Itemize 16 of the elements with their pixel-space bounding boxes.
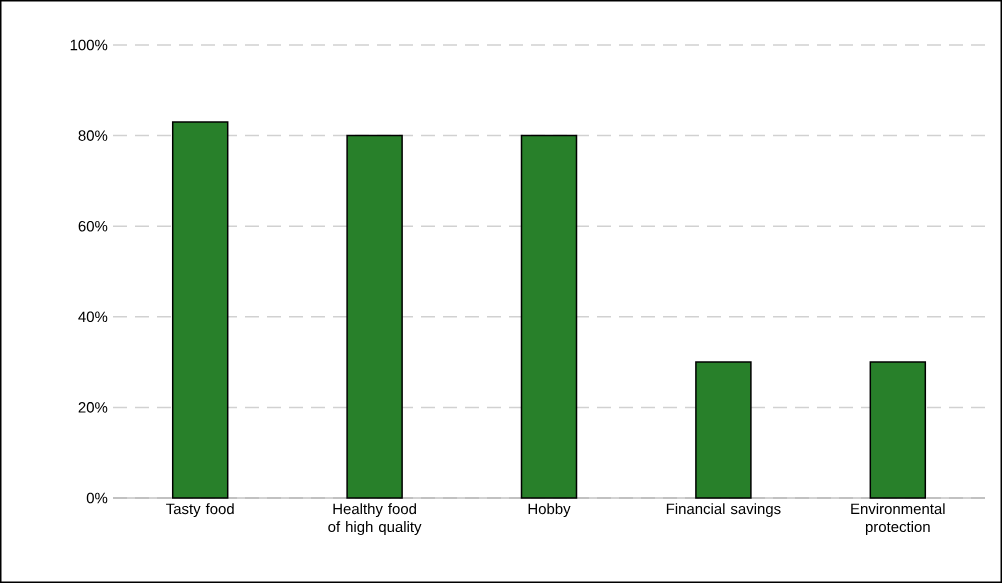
y-tick-label: 0% [86, 492, 108, 504]
bar [171, 121, 229, 499]
x-tick-label: Hobby [528, 503, 571, 518]
y-tick-label: 60% [78, 220, 108, 232]
bar [695, 361, 752, 499]
x-tick-label: Tasty food [166, 503, 234, 518]
bar [346, 134, 403, 499]
x-tick-label: Financial savings [666, 503, 781, 518]
y-tick-label: 40% [78, 311, 108, 323]
x-tick-label: Environmental protection [851, 503, 945, 536]
x-tick-label: Healthy food of high quality [328, 503, 422, 536]
y-tick-label: 20% [78, 402, 108, 413]
y-tick-label: 100% [70, 39, 108, 51]
bar [869, 361, 927, 499]
y-tick-label: 80% [78, 130, 108, 141]
bar [520, 134, 578, 499]
